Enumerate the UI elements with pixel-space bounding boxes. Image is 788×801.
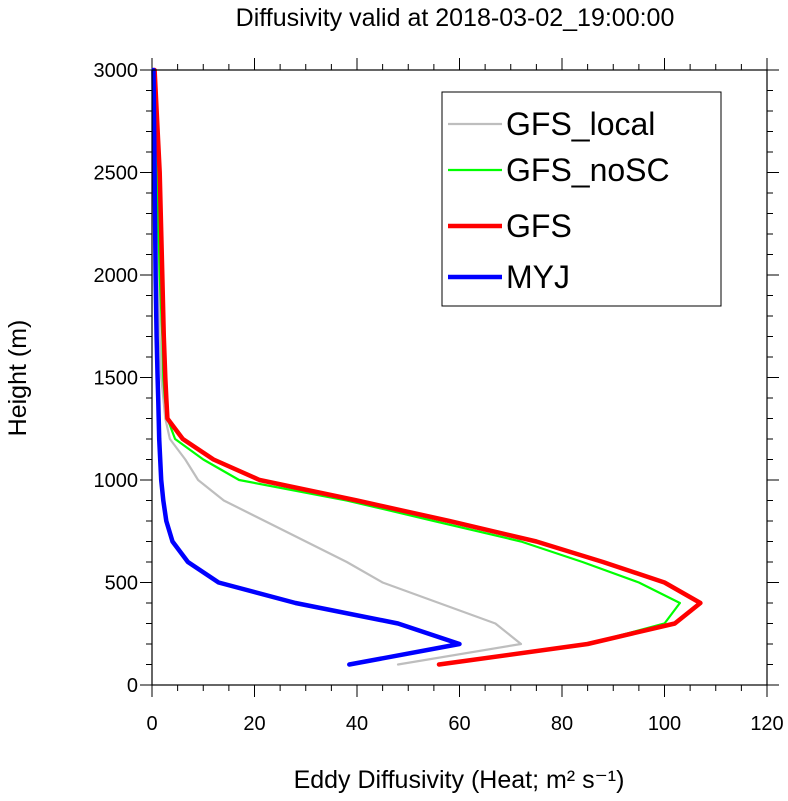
x-tick-label: 100 — [648, 713, 681, 735]
legend-box — [441, 91, 722, 307]
x-tick-label: 80 — [551, 713, 573, 735]
y-tick-label: 0 — [127, 675, 138, 697]
tick-marks — [140, 58, 779, 697]
legend-label-gfs-local: GFS_local — [506, 106, 655, 142]
y-tick-label: 1000 — [94, 470, 139, 492]
x-tick-label: 60 — [448, 713, 470, 735]
tick-labels: 0 20 40 60 80 100 120 0 500 1000 1500 2000 2500 3000 — [94, 60, 784, 735]
y-tick-label: 500 — [105, 573, 138, 595]
x-tick-label: 40 — [346, 713, 368, 735]
series-line-gfs-local — [153, 68, 523, 666]
plot-frame — [151, 69, 768, 686]
legend-label-myj: MYJ — [506, 259, 570, 295]
x-tick-label: 20 — [243, 713, 265, 735]
series-line-myj — [151, 67, 462, 667]
legend-items: GFS_local GFS_noSC GFS MYJ — [448, 106, 670, 295]
chart-title: Diffusivity valid at 2018-03-02_19:00:00 — [236, 4, 675, 32]
x-tick-label: 120 — [750, 713, 783, 735]
series-lines — [151, 67, 703, 667]
legend-label-gfs: GFS — [506, 208, 572, 244]
series-line-gfs — [152, 67, 703, 667]
y-tick-label: 2000 — [94, 265, 139, 287]
legend: GFS_local GFS_noSC GFS MYJ — [441, 91, 722, 307]
y-tick-label: 3000 — [94, 60, 139, 82]
x-tick-label: 0 — [146, 713, 157, 735]
y-axis-title: Height (m) — [4, 320, 32, 437]
legend-label-gfs-nosc: GFS_noSC — [506, 152, 670, 188]
y-tick-label: 1500 — [94, 368, 139, 390]
y-tick-label: 2500 — [94, 163, 139, 185]
x-axis-title: Eddy Diffusivity (Heat; m² s⁻¹) — [294, 766, 625, 794]
